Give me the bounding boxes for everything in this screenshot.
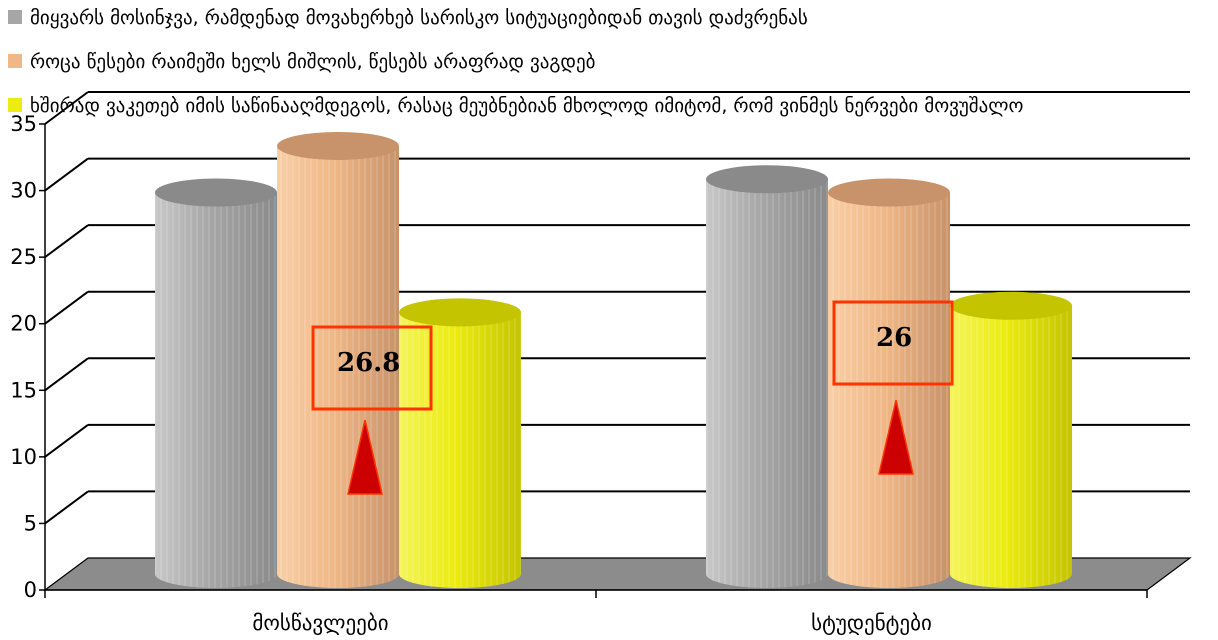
y-tick-label: 25 [10,245,37,269]
bar-top [828,179,950,207]
bar-texture [706,179,828,588]
y-tick-label: 35 [10,112,37,136]
bar [399,298,521,588]
x-category-label: მოსწავლეები [252,611,388,635]
bar [155,179,277,588]
bar-texture [828,193,950,588]
gridline-depth [45,358,88,390]
bars [155,132,1072,588]
y-tick-label: 5 [24,511,37,535]
y-tick-label: 30 [10,179,37,203]
gridline-depth [45,491,88,523]
y-tick-label: 20 [10,312,37,336]
annotation-value: 26 [876,323,912,353]
legend-label: როცა წესები რაიმეში ხელს მიშლის, წესებს … [30,51,595,73]
bar [706,165,828,588]
y-tick-label: 10 [10,445,37,469]
gridline-depth [45,225,88,257]
bar-top [155,179,277,207]
gridline-depth [45,292,88,324]
bar-texture [155,193,277,588]
legend-swatch [8,54,22,68]
bar-top [399,298,521,326]
gridline-depth [45,159,88,191]
legend-label: ხშირად ვაკეთებ იმის საწინააღმდეგოს, რასა… [30,95,1024,117]
bar-texture [399,312,521,588]
legend: მიყვარს მოსინჯვა, რამდენად მოვახერხებ სა… [8,7,1024,117]
y-tick-label: 15 [10,378,37,402]
legend-swatch [8,98,22,112]
gridline-depth [45,425,88,457]
bar-top [277,132,399,160]
bar-texture [950,306,1072,588]
bar [950,292,1072,588]
legend-label: მიყვარს მოსინჯვა, რამდენად მოვახერხებ სა… [30,7,808,29]
legend-swatch [8,10,22,24]
annotation-value: 26.8 [337,348,400,378]
x-category-label: სტუდენტები [811,611,932,635]
bar-top [950,292,1072,320]
y-tick-label: 0 [24,578,37,602]
bar-top [706,165,828,193]
